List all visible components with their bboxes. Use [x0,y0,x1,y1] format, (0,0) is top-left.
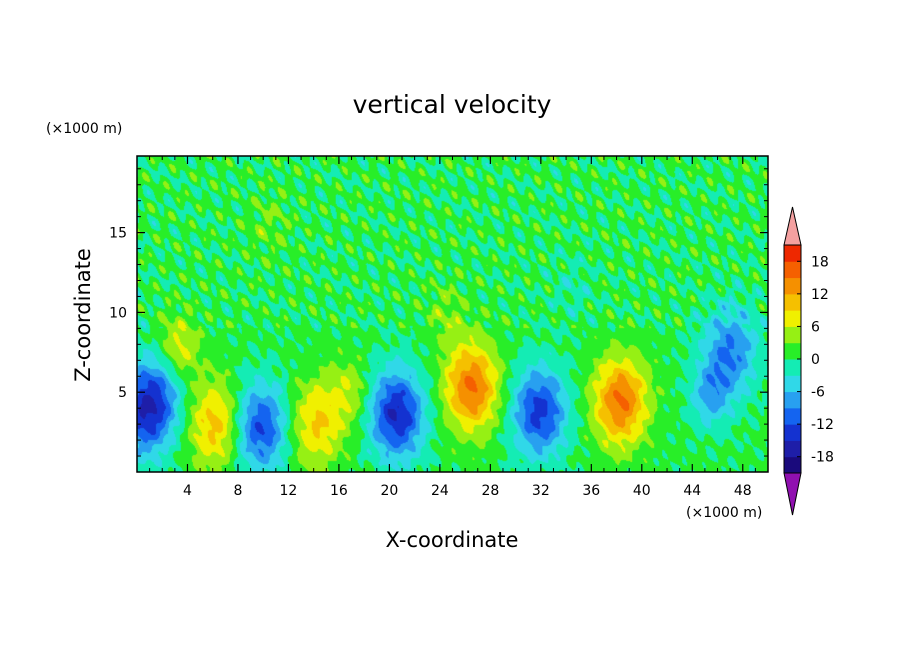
y-axis-ticks: 5 10 15 [109,168,768,457]
plot-area [136,155,769,473]
colorbar-bin [784,375,801,393]
x-tick-label: 8 [233,483,242,499]
colorbar-bin [784,245,801,262]
x-tick-label: 36 [582,483,600,499]
x-tick-label: 28 [481,483,499,499]
colorbar-tick-label: -12 [811,417,834,433]
x-tick-label: 44 [683,483,701,499]
x-tick-label: 48 [734,483,752,499]
x-tick-label: 40 [633,483,651,499]
colorbar-tick-label: 18 [811,254,829,270]
x-unit-label: (×1000 m) [686,505,762,521]
y-tick-label: 10 [109,305,127,321]
x-axis-ticks: 4 8 12 16 20 24 28 32 36 40 44 48 [149,156,756,499]
colorbar-tick-label: 0 [811,352,820,368]
heatmap-field [137,156,768,472]
y-unit-label: (×1000 m) [46,121,122,137]
colorbar-bin [784,359,801,376]
x-tick-label: 4 [183,483,192,499]
colorbar-bin [784,261,801,279]
y-tick-label: 5 [118,385,127,401]
colorbar-tick-label: -18 [811,450,834,466]
x-tick-label: 16 [330,483,348,499]
colorbar-bin [784,440,801,458]
colorbar-tick-label: 6 [811,319,820,335]
colorbar: -18 -12 -6 0 6 12 18 [783,206,834,516]
colorbar-over-triangle [783,206,802,246]
colorbar-under-triangle [783,472,802,516]
colorbar-bin [784,407,801,425]
x-tick-label: 24 [431,483,449,499]
colorbar-bin [784,293,801,311]
colorbar-bin [784,424,801,441]
colorbar-bin [784,342,801,360]
colorbar-bin [784,456,801,474]
colorbar-bin [784,277,801,295]
y-axis-label: Z-coordinate [71,248,95,382]
x-tick-label: 12 [280,483,298,499]
x-tick-label: 20 [380,483,398,499]
y-tick-label: 15 [109,226,127,242]
chart-title: vertical velocity [353,90,552,119]
x-tick-label: 32 [532,483,550,499]
colorbar-bin [784,391,801,409]
colorbar-tick-label: -6 [811,385,825,401]
colorbar-tick-label: 12 [811,287,829,303]
colorbar-bin [784,310,801,327]
x-axis-label: X-coordinate [386,528,519,552]
colorbar-bin [784,326,801,344]
